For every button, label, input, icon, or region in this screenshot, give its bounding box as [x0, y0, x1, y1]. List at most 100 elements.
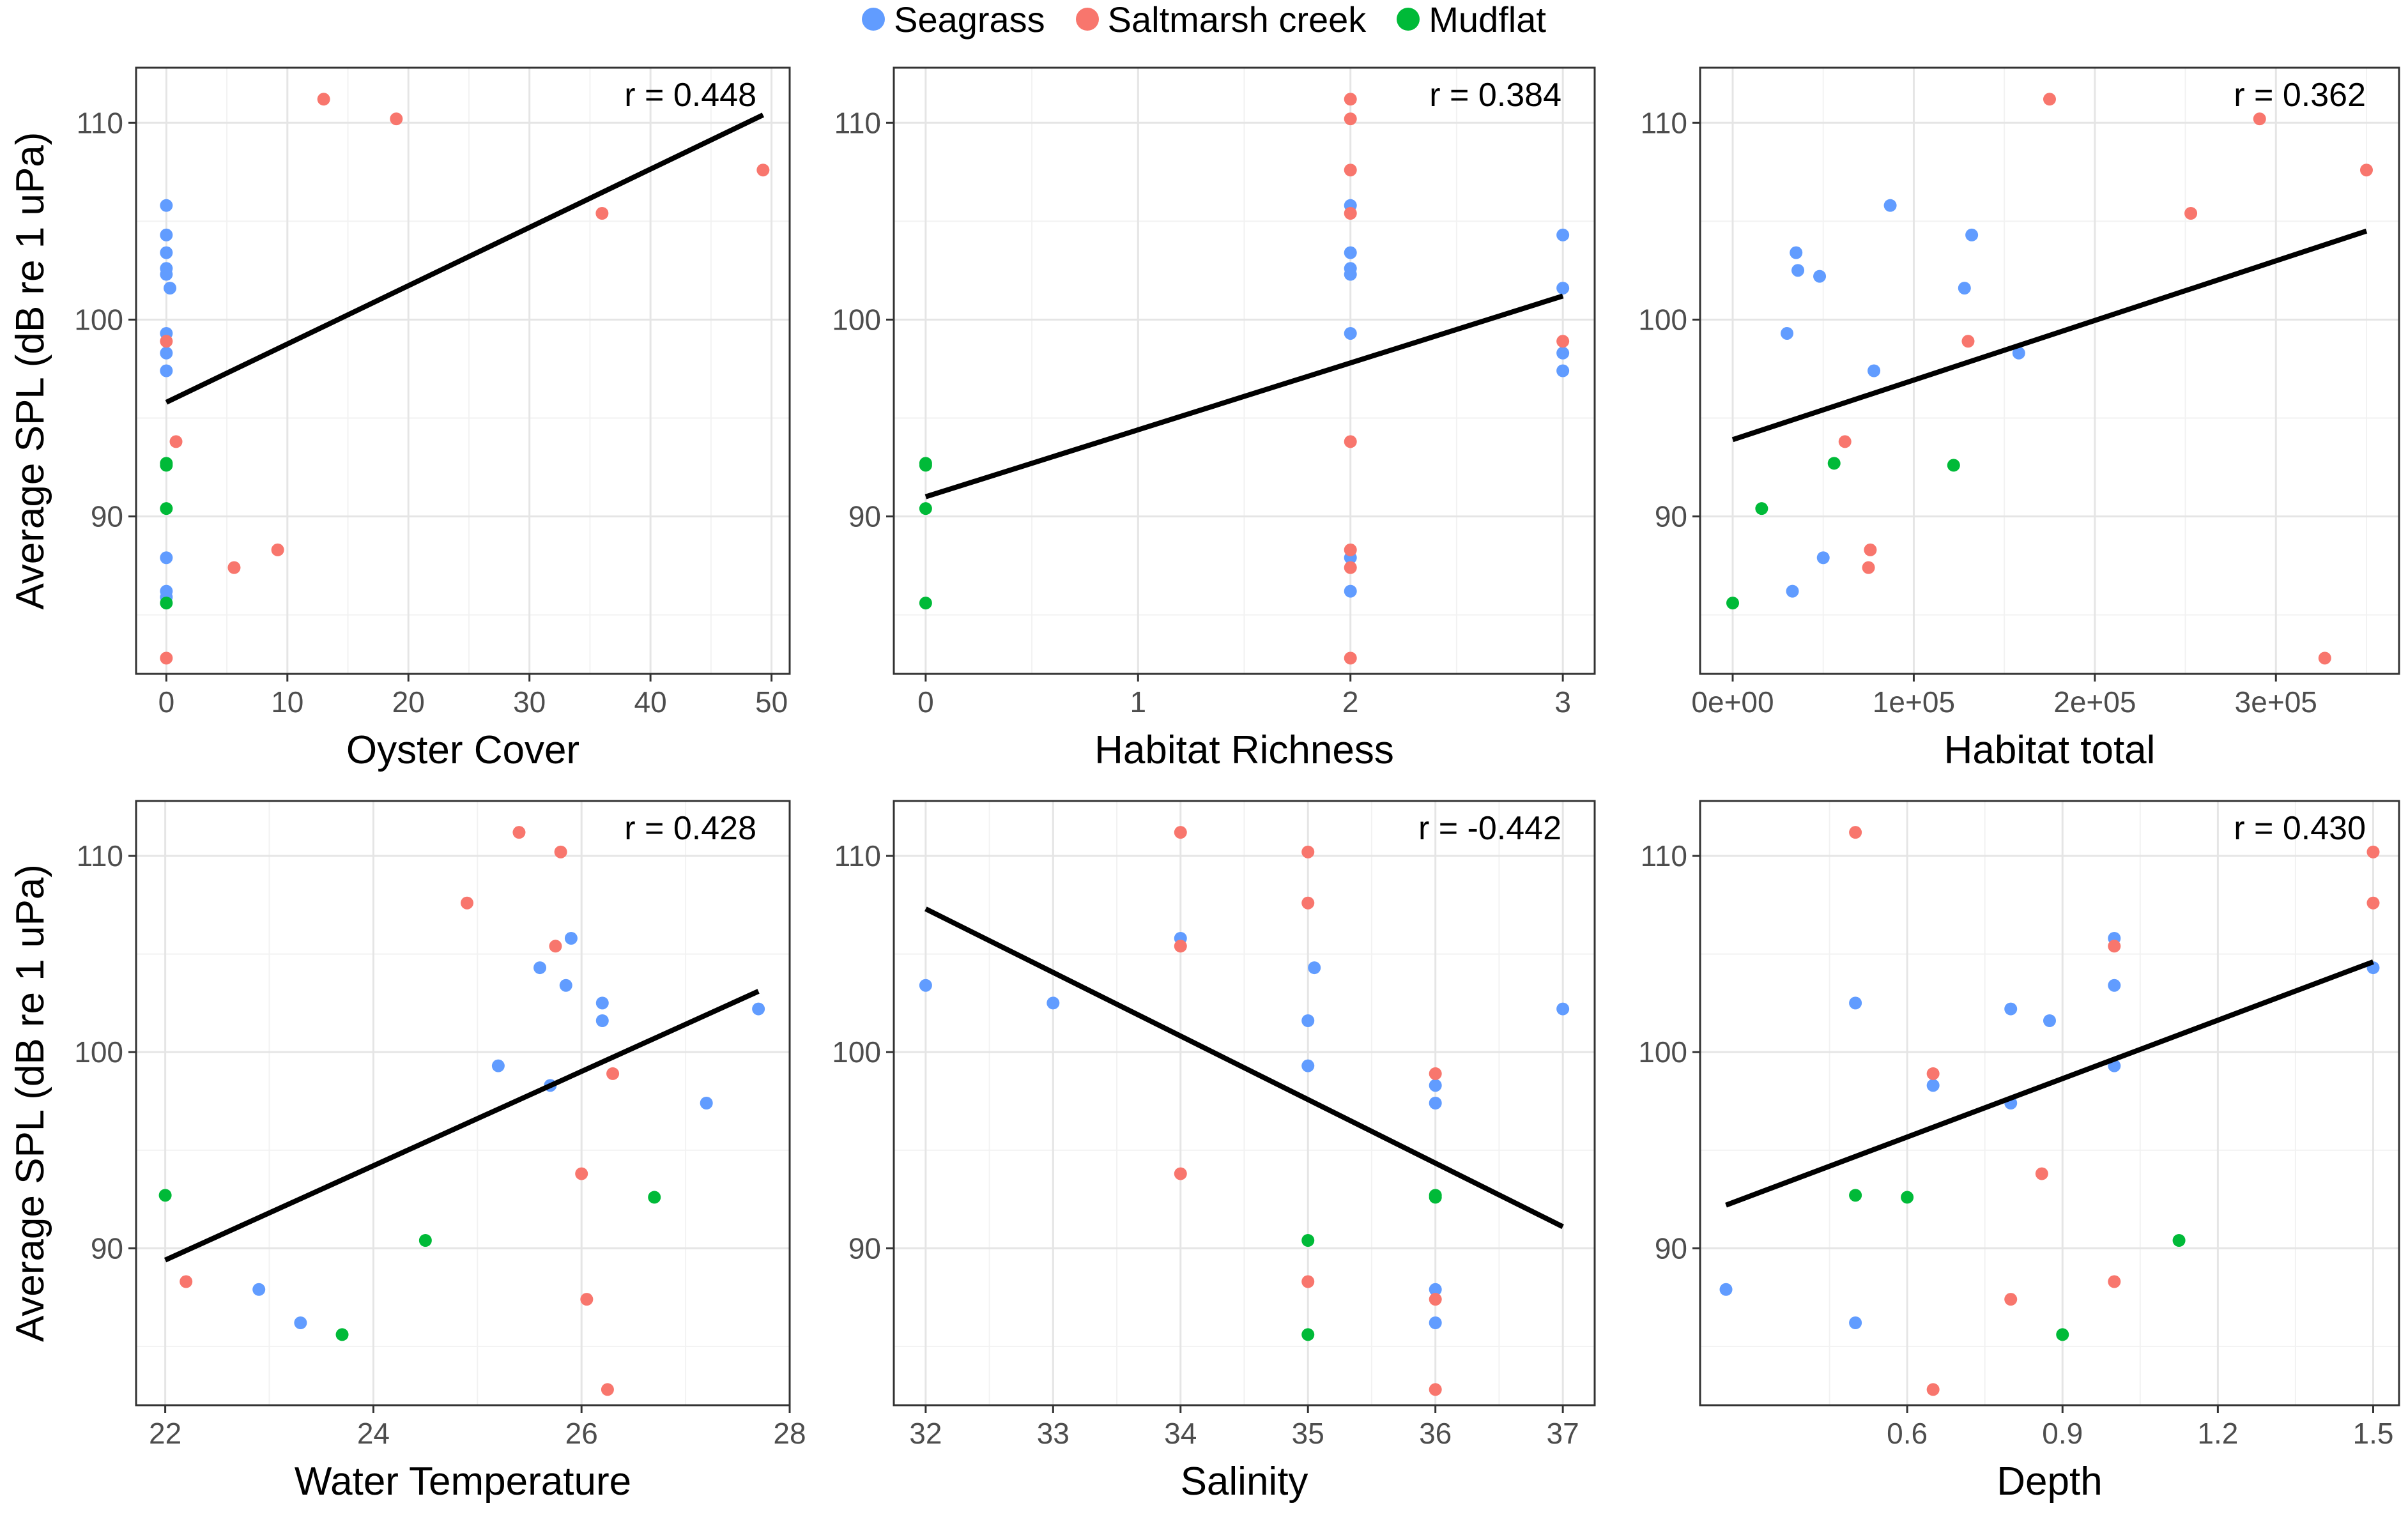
data-point-saltmarsh-creek — [2108, 940, 2121, 953]
y-tick-label: 100 — [1638, 1035, 1687, 1069]
data-point-saltmarsh-creek — [1301, 845, 1315, 858]
plot-border — [893, 66, 1596, 675]
data-point-seagrass — [1719, 1283, 1733, 1296]
data-point-seagrass — [752, 1002, 765, 1016]
data-point-saltmarsh-creek — [1174, 826, 1187, 839]
correlation-label: r = 0.448 — [624, 77, 756, 114]
legend-label-seagrass: Seagrass — [894, 0, 1045, 40]
panel-habitat-total: 0e+00 1e+05 2e+05 3e+05 90 100 110 Habitat tota… — [1638, 66, 2400, 772]
data-point-mudflat — [160, 597, 173, 610]
data-point-mudflat — [1429, 1191, 1442, 1204]
data-point-seagrass — [1556, 364, 1570, 377]
data-point-seagrass — [1429, 1283, 1442, 1296]
y-tick-label: 100 — [1638, 303, 1687, 336]
data-point-saltmarsh-creek — [1556, 335, 1570, 348]
data-point-mudflat — [648, 1191, 661, 1204]
legend-item-saltmarsh-creek: Saltmarsh creek — [1075, 0, 1366, 40]
data-point-seagrass — [1308, 961, 1321, 975]
x-axis-title: Habitat total — [1944, 728, 2156, 772]
data-point-saltmarsh-creek — [2359, 164, 2373, 177]
data-point-saltmarsh-creek — [160, 652, 173, 665]
x-tick-label: 20 — [392, 685, 425, 719]
x-tick-label: 28 — [773, 1417, 806, 1450]
data-point-mudflat — [160, 459, 173, 472]
y-tick-label: 100 — [74, 303, 123, 336]
data-point-saltmarsh-creek — [756, 164, 770, 177]
data-point-mudflat — [158, 1189, 172, 1202]
data-point-saltmarsh-creek — [390, 112, 403, 126]
data-point-seagrass — [252, 1283, 266, 1296]
y-tick-label: 110 — [1641, 106, 1687, 139]
data-point-mudflat — [1726, 597, 1740, 610]
y-tick-label: 90 — [848, 1231, 881, 1265]
data-point-saltmarsh-creek — [1344, 93, 1357, 106]
data-point-saltmarsh-creek — [601, 1383, 614, 1396]
panel-depth: 0.6 0.9 1.2 1.5 90 100 110 Depth r = 0.430 — [1638, 800, 2400, 1504]
data-point-saltmarsh-creek — [2366, 896, 2380, 910]
x-tick-label: 1.2 — [2197, 1417, 2238, 1450]
data-point-seagrass — [1791, 264, 1805, 277]
y-tick-label: 90 — [91, 500, 123, 533]
x-tick-label: 1 — [1130, 685, 1146, 719]
y-tick-label: 90 — [91, 1231, 123, 1265]
data-point-saltmarsh-creek — [2318, 652, 2331, 665]
plot-border — [1699, 800, 2400, 1406]
data-point-seagrass — [1813, 270, 1827, 283]
fit-line — [924, 906, 1564, 1230]
data-point-mudflat — [2056, 1328, 2069, 1341]
panel-oyster-cover: 0 10 20 30 40 50 90 100 110 Oyster Cover Average S… — [8, 66, 791, 772]
data-point-seagrass — [160, 199, 173, 212]
legend-key-seagrass — [862, 8, 886, 31]
x-tick-label: 3 — [1554, 685, 1571, 719]
y-tick-label: 100 — [832, 303, 881, 336]
x-tick-label: 37 — [1547, 1417, 1579, 1450]
data-point-mudflat — [1827, 457, 1841, 470]
y-tick-label: 110 — [1641, 839, 1687, 873]
data-point-saltmarsh-creek — [580, 1293, 594, 1306]
data-point-saltmarsh-creek — [1344, 164, 1357, 177]
data-point-saltmarsh-creek — [2043, 93, 2056, 106]
x-axis-title: Oyster Cover — [346, 728, 579, 772]
data-point-mudflat — [418, 1234, 432, 1247]
y-axis-title: Average SPL (dB re 1 uPa) — [8, 132, 52, 610]
data-point-seagrass — [1556, 228, 1570, 241]
x-tick-label: 24 — [357, 1417, 390, 1450]
panel-salinity: 32 33 34 35 36 37 90 100 110 Salinity r = -0.442 — [832, 800, 1596, 1504]
data-point-seagrass — [294, 1316, 307, 1329]
x-tick-label: 0 — [917, 685, 934, 719]
data-point-mudflat — [1849, 1189, 1862, 1202]
data-point-saltmarsh-creek — [2184, 207, 2198, 220]
data-point-saltmarsh-creek — [1301, 1275, 1315, 1288]
data-point-seagrass — [160, 346, 173, 360]
plot-background — [1700, 801, 2399, 1405]
legend-item-mudflat: Mudflat — [1397, 0, 1546, 40]
data-point-seagrass — [1301, 1014, 1315, 1027]
x-tick-label: 0e+00 — [1691, 685, 1774, 719]
correlation-label: r = -0.442 — [1418, 810, 1561, 847]
y-tick-label: 100 — [832, 1035, 881, 1069]
legend-label-mudflat: Mudflat — [1429, 0, 1546, 40]
data-point-saltmarsh-creek — [1429, 1067, 1442, 1080]
data-point-seagrass — [1786, 584, 1799, 598]
data-point-mudflat — [335, 1328, 349, 1341]
data-point-seagrass — [1926, 1079, 1940, 1092]
data-point-seagrass — [2012, 346, 2025, 360]
data-point-seagrass — [160, 551, 173, 565]
data-point-saltmarsh-creek — [1344, 652, 1357, 665]
data-point-saltmarsh-creek — [1174, 940, 1187, 953]
data-point-seagrass — [2043, 1014, 2056, 1027]
data-point-saltmarsh-creek — [1926, 1383, 1940, 1396]
data-point-seagrass — [1849, 1316, 1862, 1329]
data-point-mudflat — [160, 502, 173, 515]
data-point-seagrass — [1344, 326, 1357, 340]
data-point-seagrass — [160, 268, 173, 281]
x-tick-label: 3e+05 — [2235, 685, 2317, 719]
y-tick-label: 110 — [834, 839, 881, 873]
data-point-seagrass — [160, 246, 173, 259]
data-point-saltmarsh-creek — [1849, 826, 1862, 839]
data-point-seagrass — [1849, 996, 1862, 1010]
data-point-seagrass — [919, 979, 932, 992]
plot-background — [136, 68, 790, 674]
data-point-seagrass — [1429, 1097, 1442, 1109]
